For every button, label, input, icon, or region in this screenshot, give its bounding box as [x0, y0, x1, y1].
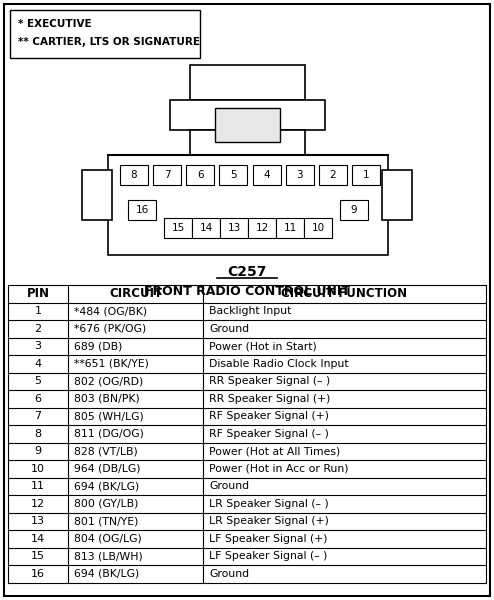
- Text: Power (Hot at All Times): Power (Hot at All Times): [209, 446, 340, 456]
- Text: 14: 14: [31, 534, 45, 544]
- Text: LR Speaker Signal (+): LR Speaker Signal (+): [209, 516, 329, 526]
- Text: 5: 5: [35, 376, 41, 386]
- Bar: [382, 170, 412, 220]
- Bar: [252, 165, 281, 185]
- Bar: [248, 218, 276, 238]
- Text: 694 (BK/LG): 694 (BK/LG): [74, 481, 139, 491]
- Text: *676 (PK/OG): *676 (PK/OG): [74, 324, 146, 334]
- Text: 2: 2: [35, 324, 41, 334]
- Text: 964 (DB/LG): 964 (DB/LG): [74, 464, 140, 474]
- Text: LR Speaker Signal (– ): LR Speaker Signal (– ): [209, 499, 329, 509]
- Text: Ground: Ground: [209, 569, 249, 579]
- Text: 1: 1: [363, 170, 370, 180]
- Text: LF Speaker Signal (+): LF Speaker Signal (+): [209, 534, 328, 544]
- Bar: [108, 155, 388, 255]
- Text: FRONT RADIO CONTROL UNIT: FRONT RADIO CONTROL UNIT: [144, 285, 350, 298]
- Text: 800 (GY/LB): 800 (GY/LB): [74, 499, 138, 509]
- Bar: [153, 165, 181, 185]
- Text: 805 (WH/LG): 805 (WH/LG): [74, 411, 144, 421]
- Text: 4: 4: [35, 359, 41, 369]
- Text: 689 (DB): 689 (DB): [74, 341, 123, 351]
- Text: 5: 5: [230, 170, 237, 180]
- Text: * EXECUTIVE: * EXECUTIVE: [18, 19, 91, 29]
- Text: 801 (TN/YE): 801 (TN/YE): [74, 516, 138, 526]
- Text: RF Speaker Signal (– ): RF Speaker Signal (– ): [209, 429, 329, 439]
- Text: C257: C257: [227, 265, 267, 279]
- Text: LF Speaker Signal (– ): LF Speaker Signal (– ): [209, 551, 328, 561]
- Bar: [186, 165, 214, 185]
- Text: 813 (LB/WH): 813 (LB/WH): [74, 551, 143, 561]
- Text: Backlight Input: Backlight Input: [209, 306, 291, 316]
- Text: CIRCUIT: CIRCUIT: [109, 287, 162, 300]
- Bar: [319, 165, 347, 185]
- Text: 6: 6: [197, 170, 204, 180]
- Text: 6: 6: [35, 394, 41, 404]
- Text: 828 (VT/LB): 828 (VT/LB): [74, 446, 138, 456]
- Text: 8: 8: [131, 170, 137, 180]
- Text: 1: 1: [35, 306, 41, 316]
- Text: 10: 10: [311, 223, 325, 233]
- Text: ** CARTIER, LTS OR SIGNATURE: ** CARTIER, LTS OR SIGNATURE: [18, 37, 200, 47]
- Text: 15: 15: [171, 223, 185, 233]
- Text: **651 (BK/YE): **651 (BK/YE): [74, 359, 149, 369]
- Text: 16: 16: [135, 205, 149, 215]
- Text: PIN: PIN: [27, 287, 49, 300]
- Text: RF Speaker Signal (+): RF Speaker Signal (+): [209, 411, 329, 421]
- Text: 7: 7: [35, 411, 41, 421]
- Bar: [190, 65, 305, 100]
- Text: 14: 14: [200, 223, 212, 233]
- Text: 803 (BN/PK): 803 (BN/PK): [74, 394, 140, 404]
- Text: 802 (OG/RD): 802 (OG/RD): [74, 376, 143, 386]
- Bar: [220, 218, 248, 238]
- Text: CIRCUIT FUNCTION: CIRCUIT FUNCTION: [282, 287, 408, 300]
- Bar: [276, 218, 304, 238]
- Text: Disable Radio Clock Input: Disable Radio Clock Input: [209, 359, 349, 369]
- Text: 13: 13: [227, 223, 241, 233]
- Bar: [352, 165, 380, 185]
- Text: 11: 11: [284, 223, 296, 233]
- Text: Power (Hot in Acc or Run): Power (Hot in Acc or Run): [209, 464, 348, 474]
- Bar: [128, 200, 156, 220]
- Text: 10: 10: [31, 464, 45, 474]
- Bar: [192, 218, 220, 238]
- Text: 15: 15: [31, 551, 45, 561]
- Text: RR Speaker Signal (– ): RR Speaker Signal (– ): [209, 376, 330, 386]
- Bar: [164, 218, 192, 238]
- Bar: [120, 165, 148, 185]
- Text: Ground: Ground: [209, 324, 249, 334]
- Text: 694 (BK/LG): 694 (BK/LG): [74, 569, 139, 579]
- Text: 12: 12: [255, 223, 269, 233]
- Text: 11: 11: [31, 481, 45, 491]
- Text: 13: 13: [31, 516, 45, 526]
- Text: 12: 12: [31, 499, 45, 509]
- Bar: [286, 165, 314, 185]
- Text: 4: 4: [263, 170, 270, 180]
- Text: 804 (OG/LG): 804 (OG/LG): [74, 534, 142, 544]
- Bar: [170, 100, 325, 130]
- Text: 3: 3: [296, 170, 303, 180]
- Text: Power (Hot in Start): Power (Hot in Start): [209, 341, 317, 351]
- Bar: [215, 108, 280, 142]
- Text: 8: 8: [35, 429, 41, 439]
- Text: RR Speaker Signal (+): RR Speaker Signal (+): [209, 394, 330, 404]
- Text: 9: 9: [35, 446, 41, 456]
- Bar: [190, 130, 305, 155]
- Text: *484 (OG/BK): *484 (OG/BK): [74, 306, 147, 316]
- Bar: [82, 170, 112, 220]
- Text: 3: 3: [35, 341, 41, 351]
- Bar: [219, 165, 247, 185]
- Bar: [304, 218, 332, 238]
- Text: 9: 9: [351, 205, 357, 215]
- Text: 7: 7: [164, 170, 170, 180]
- Text: 16: 16: [31, 569, 45, 579]
- Text: 811 (DG/OG): 811 (DG/OG): [74, 429, 144, 439]
- Text: 2: 2: [329, 170, 336, 180]
- Bar: [10, 10, 200, 58]
- Text: Ground: Ground: [209, 481, 249, 491]
- Bar: [340, 200, 368, 220]
